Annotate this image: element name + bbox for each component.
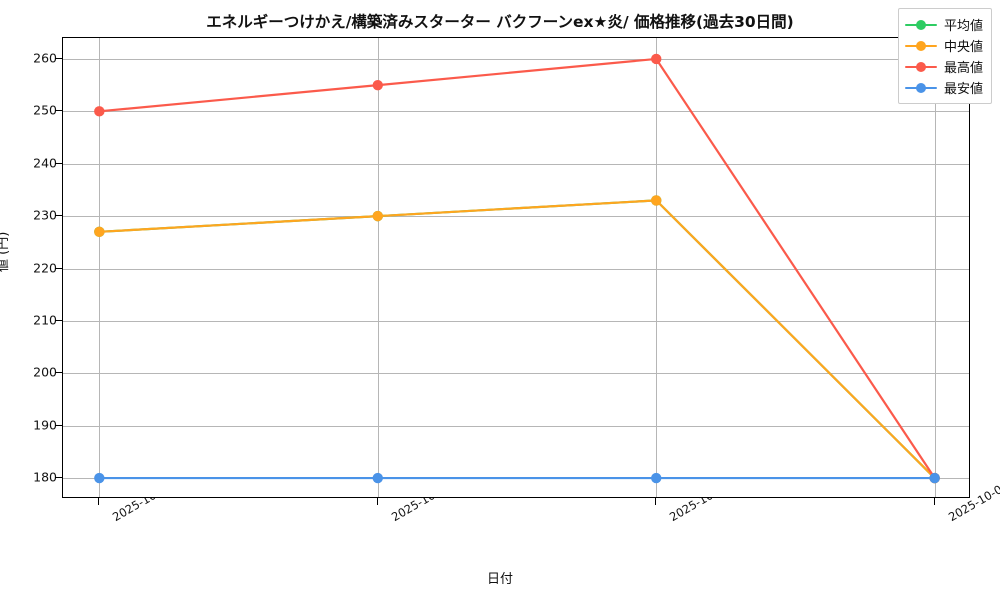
y-tick-label: 210 [33, 312, 57, 328]
series-line [98, 199, 936, 480]
x-tick-mark [376, 498, 378, 505]
gridline-horizontal [63, 478, 969, 480]
legend-item[interactable]: 最高値 [904, 56, 983, 77]
y-tick-label: 260 [33, 50, 57, 66]
x-tick-label: 2025-10-04 [945, 478, 1000, 525]
gridline-vertical [377, 38, 379, 497]
series-line [98, 199, 936, 480]
x-tick-mark [98, 498, 100, 505]
x-tick-label: 2025-10-02 [388, 478, 454, 525]
y-tick-mark [55, 57, 62, 59]
y-tick-label: 250 [33, 102, 57, 118]
gridline-horizontal [63, 425, 969, 427]
gridline-horizontal [63, 373, 969, 375]
legend-item[interactable]: 最安値 [904, 77, 983, 98]
gridline-horizontal [63, 216, 969, 218]
y-tick-label: 230 [33, 207, 57, 223]
y-tick-mark [55, 162, 62, 164]
x-axis-title: 日付 [486, 572, 513, 587]
y-tick-label: 220 [33, 260, 57, 275]
gridline-vertical [99, 38, 101, 497]
y-tick-mark [55, 215, 62, 217]
gridline-horizontal [63, 268, 969, 270]
legend-swatch-icon [904, 18, 937, 32]
gridline-horizontal [63, 163, 969, 165]
x-tick-label: 2025-10-01 [110, 478, 176, 525]
legend-item-label: 中央値 [943, 40, 983, 55]
y-tick-mark [55, 424, 62, 426]
y-tick-label: 190 [33, 417, 57, 433]
gridline-vertical [656, 38, 658, 497]
legend-swatch-icon [904, 60, 937, 74]
legend-item-label: 最高値 [943, 61, 983, 76]
y-tick-mark [55, 110, 62, 112]
chart-legend: 平均値中央値最高値最安値 [897, 8, 992, 104]
legend-swatch-icon [904, 81, 937, 95]
y-tick-label: 200 [33, 364, 57, 380]
x-tick-mark [655, 498, 657, 505]
y-tick-mark [55, 372, 62, 374]
y-tick-mark [55, 477, 62, 479]
x-tick-label: 2025-10-03 [667, 478, 733, 525]
chart-title: エネルギーつけかえ/構築済みスターター バクフーンex★炎/ 価格推移(過去30… [206, 13, 794, 31]
y-tick-label: 180 [33, 469, 57, 485]
y-tick-mark [55, 267, 62, 269]
x-tick-mark [933, 498, 935, 505]
y-axis-title: 値 (円) [0, 231, 11, 272]
legend-item-label: 平均値 [943, 19, 983, 34]
legend-item[interactable]: 中央値 [904, 35, 983, 56]
y-tick-label: 240 [33, 155, 57, 171]
plot-area [62, 37, 970, 498]
legend-item-label: 最安値 [943, 82, 983, 97]
gridline-vertical [934, 38, 936, 497]
legend-item[interactable]: 平均値 [904, 14, 983, 35]
gridline-horizontal [63, 320, 969, 322]
legend-swatch-icon [904, 39, 937, 53]
gridline-horizontal [63, 111, 969, 113]
gridline-horizontal [63, 58, 969, 60]
y-tick-mark [55, 319, 62, 321]
